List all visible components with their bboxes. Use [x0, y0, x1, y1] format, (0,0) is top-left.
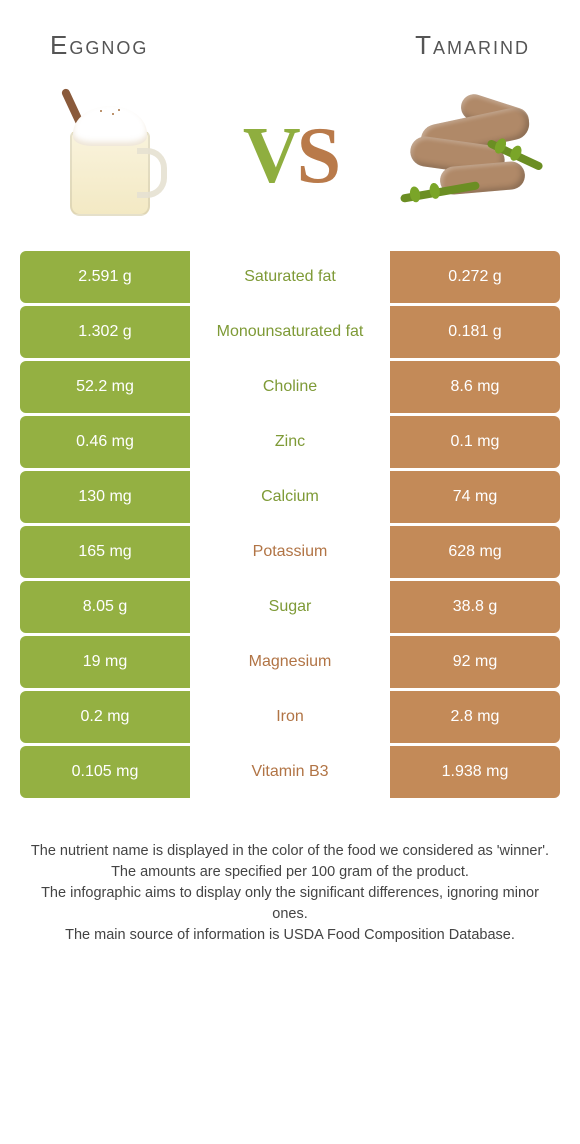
header: Eggnog Tamarind — [0, 0, 580, 71]
sprinkle-icon — [95, 108, 125, 118]
vs-v: V — [243, 112, 297, 200]
table-row: 19 mgMagnesium92 mg — [20, 636, 560, 688]
nutrient-name-cell: Iron — [190, 691, 390, 743]
eggnog-image — [20, 81, 200, 231]
tamarind-image — [380, 81, 560, 231]
nutrient-name-cell: Saturated fat — [190, 251, 390, 303]
table-row: 1.302 gMonounsaturated fat0.181 g — [20, 306, 560, 358]
right-value-cell: 8.6 mg — [390, 361, 560, 413]
nutrient-name-cell: Monounsaturated fat — [190, 306, 390, 358]
table-row: 2.591 gSaturated fat0.272 g — [20, 251, 560, 303]
right-value-cell: 0.181 g — [390, 306, 560, 358]
right-value-cell: 74 mg — [390, 471, 560, 523]
right-value-cell: 92 mg — [390, 636, 560, 688]
left-food-title: Eggnog — [50, 30, 148, 61]
left-value-cell: 2.591 g — [20, 251, 190, 303]
footer-notes: The nutrient name is displayed in the co… — [0, 801, 580, 946]
right-value-cell: 0.1 mg — [390, 416, 560, 468]
table-row: 0.105 mgVitamin B31.938 mg — [20, 746, 560, 798]
left-value-cell: 19 mg — [20, 636, 190, 688]
table-row: 52.2 mgCholine8.6 mg — [20, 361, 560, 413]
comparison-table: 2.591 gSaturated fat0.272 g1.302 gMonoun… — [0, 251, 580, 798]
nutrient-name-cell: Choline — [190, 361, 390, 413]
table-row: 165 mgPotassium628 mg — [20, 526, 560, 578]
left-value-cell: 1.302 g — [20, 306, 190, 358]
nutrient-name-cell: Zinc — [190, 416, 390, 468]
table-row: 130 mgCalcium74 mg — [20, 471, 560, 523]
left-value-cell: 52.2 mg — [20, 361, 190, 413]
right-value-cell: 0.272 g — [390, 251, 560, 303]
right-food-title: Tamarind — [415, 30, 530, 61]
nutrient-name-cell: Sugar — [190, 581, 390, 633]
right-value-cell: 628 mg — [390, 526, 560, 578]
nutrient-name-cell: Magnesium — [190, 636, 390, 688]
mug-handle-icon — [137, 148, 167, 198]
left-value-cell: 0.46 mg — [20, 416, 190, 468]
table-row: 8.05 gSugar38.8 g — [20, 581, 560, 633]
footer-line: The main source of information is USDA F… — [24, 925, 556, 946]
left-value-cell: 0.105 mg — [20, 746, 190, 798]
right-value-cell: 38.8 g — [390, 581, 560, 633]
nutrient-name-cell: Potassium — [190, 526, 390, 578]
left-value-cell: 165 mg — [20, 526, 190, 578]
right-value-cell: 2.8 mg — [390, 691, 560, 743]
images-row: VS — [0, 71, 580, 251]
table-row: 0.2 mgIron2.8 mg — [20, 691, 560, 743]
table-row: 0.46 mgZinc0.1 mg — [20, 416, 560, 468]
left-value-cell: 0.2 mg — [20, 691, 190, 743]
footer-line: The infographic aims to display only the… — [24, 883, 556, 925]
footer-line: The nutrient name is displayed in the co… — [24, 841, 556, 862]
footer-line: The amounts are specified per 100 gram o… — [24, 862, 556, 883]
left-value-cell: 8.05 g — [20, 581, 190, 633]
left-value-cell: 130 mg — [20, 471, 190, 523]
nutrient-name-cell: Calcium — [190, 471, 390, 523]
vs-label: VS — [243, 111, 337, 202]
nutrient-name-cell: Vitamin B3 — [190, 746, 390, 798]
right-value-cell: 1.938 mg — [390, 746, 560, 798]
vs-s: S — [297, 112, 338, 200]
